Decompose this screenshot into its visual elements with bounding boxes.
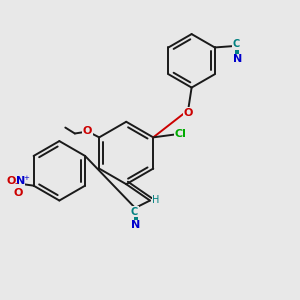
Text: N: N	[16, 176, 25, 186]
Text: Cl: Cl	[174, 129, 186, 139]
Text: O: O	[183, 108, 192, 118]
Text: C: C	[131, 207, 138, 217]
Text: N: N	[233, 54, 242, 64]
Text: N: N	[131, 220, 141, 230]
Text: C: C	[232, 40, 239, 50]
Text: O: O	[14, 188, 23, 197]
Text: -: -	[14, 178, 18, 188]
Text: H: H	[152, 195, 160, 205]
Text: O: O	[82, 126, 92, 136]
Text: O: O	[7, 176, 16, 186]
Text: +: +	[23, 175, 29, 181]
